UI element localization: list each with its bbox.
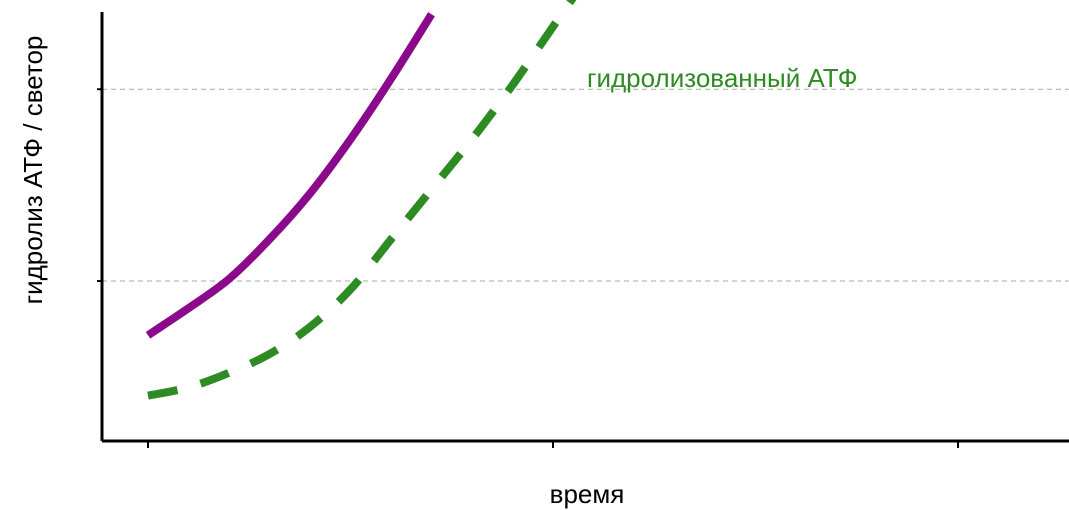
series-line-0 [145, 12, 435, 339]
gridlines [102, 88, 1069, 282]
series-lines [145, 0, 577, 400]
x-axis-label: время [550, 479, 625, 509]
y-axis-label: гидролиз АТФ / светор [18, 36, 48, 305]
axis-ticks [97, 88, 959, 448]
series-line-1 [147, 0, 577, 400]
series-label-hydrolyzed-atp: гидролизованный АТФ [587, 63, 858, 93]
